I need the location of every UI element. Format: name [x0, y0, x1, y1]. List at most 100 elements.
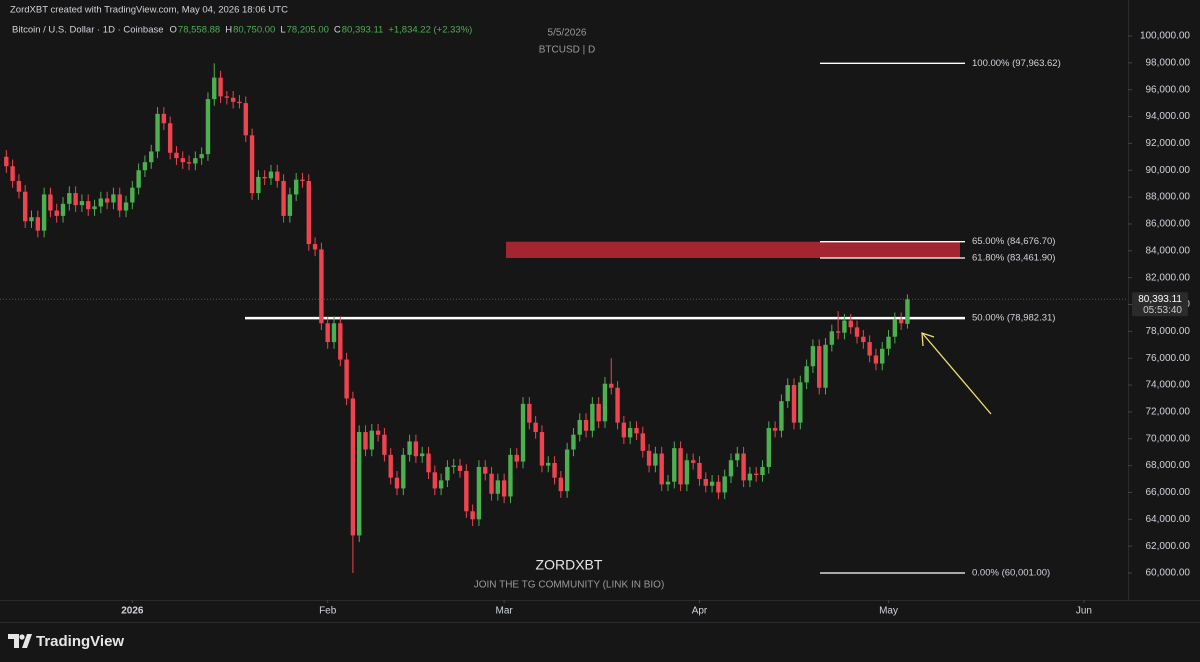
candle-body — [810, 346, 816, 367]
candle-body — [123, 202, 129, 211]
candle-body — [319, 249, 324, 324]
candle-body — [224, 96, 230, 98]
candle-body — [697, 462, 702, 480]
candle-body — [747, 473, 753, 481]
candle-body — [111, 194, 116, 203]
candle-body — [722, 476, 727, 493]
candle-body — [817, 346, 822, 388]
candle-body — [892, 319, 898, 337]
candle-body — [363, 432, 368, 450]
candle-body — [489, 473, 494, 494]
ohlc-value: 78,558.88 — [178, 25, 220, 36]
last-price-label: 80,393.11 — [1138, 294, 1182, 305]
candle-body — [861, 336, 866, 343]
candle-body — [306, 180, 311, 245]
y-tick-label: 70,000.00 — [1146, 433, 1191, 444]
candle-body — [571, 434, 576, 450]
candle-body — [678, 448, 683, 485]
candle-body — [312, 244, 318, 250]
ohlc-key: L — [280, 25, 285, 36]
fib-label: 61.80% (83,461.90) — [972, 253, 1055, 264]
brand: ZORDXBT — [536, 557, 603, 573]
candle-body — [703, 479, 708, 486]
candle-body — [659, 453, 664, 485]
candle-body — [514, 454, 519, 462]
candle-body — [356, 432, 362, 536]
y-tick-label: 90,000.00 — [1146, 165, 1191, 176]
candle-body — [842, 320, 847, 333]
candle-body — [29, 217, 34, 222]
candle-body — [476, 466, 482, 520]
candle-body — [735, 453, 740, 461]
candle-body — [848, 320, 853, 328]
candle-body — [369, 430, 374, 450]
candle-body — [470, 511, 475, 520]
ohlc-key: C — [334, 25, 341, 36]
candle-body — [180, 158, 185, 163]
watermark-date: 5/5/2026 — [548, 28, 587, 39]
candle-body — [583, 419, 589, 431]
fib-label: 0.00% (60,001.00) — [972, 568, 1050, 579]
candle-body — [10, 166, 15, 181]
candle-body — [898, 319, 904, 324]
candle-body — [508, 454, 513, 497]
candle-body — [413, 441, 419, 457]
x-tick-label: Apr — [692, 606, 708, 617]
candle-body — [268, 171, 274, 179]
candle-body — [609, 383, 614, 388]
y-tick-label: 74,000.00 — [1146, 380, 1191, 391]
candle-body — [249, 135, 255, 194]
y-tick-label: 86,000.00 — [1146, 219, 1191, 230]
candle-body — [873, 355, 879, 364]
logo-dot — [19, 634, 25, 640]
candle-body — [646, 450, 652, 466]
candle-body — [394, 477, 400, 489]
candle-body — [760, 466, 765, 476]
watermark-symbol: BTCUSD | D — [539, 45, 596, 56]
candle-body — [596, 403, 601, 422]
candle-body — [627, 428, 633, 438]
candle-body — [527, 403, 532, 423]
candle-body — [149, 151, 154, 163]
candle-body — [98, 198, 104, 207]
candle-body — [741, 453, 746, 481]
candle-body — [237, 101, 242, 104]
y-tick-label: 62,000.00 — [1146, 541, 1191, 552]
y-tick-label: 98,000.00 — [1146, 57, 1191, 68]
fib-label: 100.00% (97,963.62) — [972, 58, 1061, 69]
candle-body — [218, 77, 223, 97]
candle-body — [401, 454, 406, 489]
y-tick-label: 92,000.00 — [1146, 138, 1191, 149]
candle-body — [300, 179, 305, 181]
candle-body — [684, 460, 690, 485]
candle-body — [186, 162, 192, 164]
candle-body — [577, 419, 582, 435]
candle-body — [602, 383, 608, 422]
candle-body — [287, 194, 293, 216]
candle-body — [155, 113, 160, 152]
candle-body — [174, 152, 179, 159]
candle-body — [4, 156, 9, 167]
candle-body — [716, 481, 721, 493]
candle-body — [230, 97, 236, 102]
candle-body — [886, 336, 891, 349]
logo-mark — [8, 634, 32, 648]
candle-body — [243, 103, 248, 136]
candle-body — [835, 331, 841, 333]
candle-body — [672, 448, 677, 482]
candle-body — [73, 193, 78, 206]
ohlc-key: H — [225, 25, 232, 36]
candle-body — [325, 323, 330, 343]
candle-body — [161, 113, 167, 124]
y-tick-label: 66,000.00 — [1146, 487, 1191, 498]
candle-body — [457, 465, 463, 471]
candle-body — [16, 180, 22, 192]
candle-body — [212, 77, 217, 100]
symbol: Bitcoin / U.S. Dollar · 1D · Coinbase — [12, 25, 164, 36]
candle-body — [665, 481, 671, 485]
candle-body — [590, 403, 595, 431]
candle-body — [167, 123, 173, 153]
candle-body — [709, 481, 715, 486]
